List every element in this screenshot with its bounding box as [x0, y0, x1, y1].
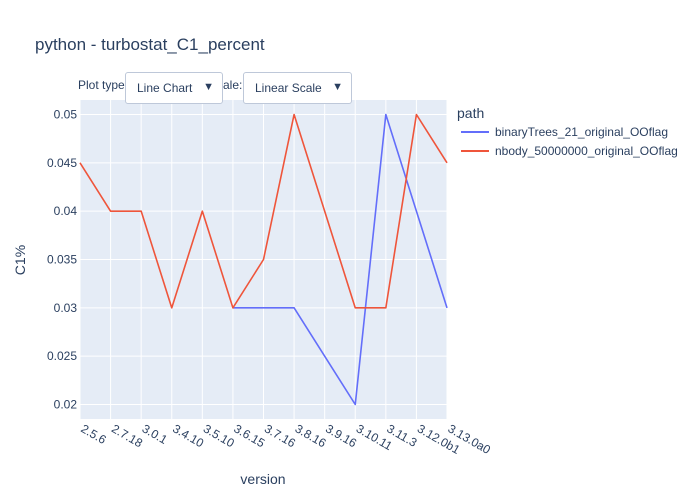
series-line: [79, 113, 448, 309]
y-axis-title: C1%: [12, 245, 28, 275]
y-axis-ticks: 0.02 0.025 0.03 0.035 0.04 0.045 0.05: [47, 108, 77, 412]
x-tick-label: 3.9.16: [323, 421, 359, 450]
x-axis-ticks: 2.5.6 2.7.183.0.1 3.4.103.5.103.6.153.7.16…: [79, 421, 494, 457]
chart-title: python - turbostat_C1_percent: [35, 35, 265, 54]
legend-label: nbody_50000000_original_OOflag: [495, 144, 678, 158]
x-axis-title: version: [240, 471, 285, 487]
y-tick-label: 0.025: [47, 349, 77, 363]
x-tick-label: 2.7.18: [109, 421, 145, 450]
series-line: [232, 113, 448, 406]
plot-type-label: Plot type: [78, 78, 125, 92]
y-tick-label: 0.02: [54, 398, 78, 412]
y-tick-label: 0.045: [47, 156, 77, 170]
series-lines: [79, 113, 448, 406]
plot-type-dropdown[interactable]: Line Chart ▼: [125, 72, 223, 104]
y-tick-label: 0.04: [54, 204, 78, 218]
legend-title: path: [457, 105, 484, 121]
x-tick-label: 3.4.10: [170, 421, 206, 450]
legend: binaryTrees_21_original_OOflag nbody_5000…: [461, 125, 678, 158]
scale-value: Linear Scale: [255, 81, 322, 95]
plot-type-value: Line Chart: [137, 81, 193, 95]
x-tick-label: 3.0.1: [140, 421, 170, 447]
y-tick-label: 0.035: [47, 253, 77, 267]
legend-label: binaryTrees_21_original_OOflag: [495, 125, 668, 139]
x-tick-label: 3.5.10: [201, 421, 237, 450]
x-tick-label: 2.5.6: [79, 421, 109, 447]
x-tick-label: 3.8.16: [293, 421, 329, 450]
scale-label: ale:: [223, 78, 242, 92]
x-tick-label: 3.6.15: [231, 421, 267, 450]
scale-dropdown[interactable]: Linear Scale ▼: [243, 72, 352, 104]
y-tick-label: 0.05: [54, 108, 78, 122]
x-tick-label: 3.7.16: [262, 421, 298, 450]
y-tick-label: 0.03: [54, 301, 78, 315]
chevron-down-icon: ▼: [332, 81, 343, 93]
chevron-down-icon: ▼: [203, 81, 214, 93]
